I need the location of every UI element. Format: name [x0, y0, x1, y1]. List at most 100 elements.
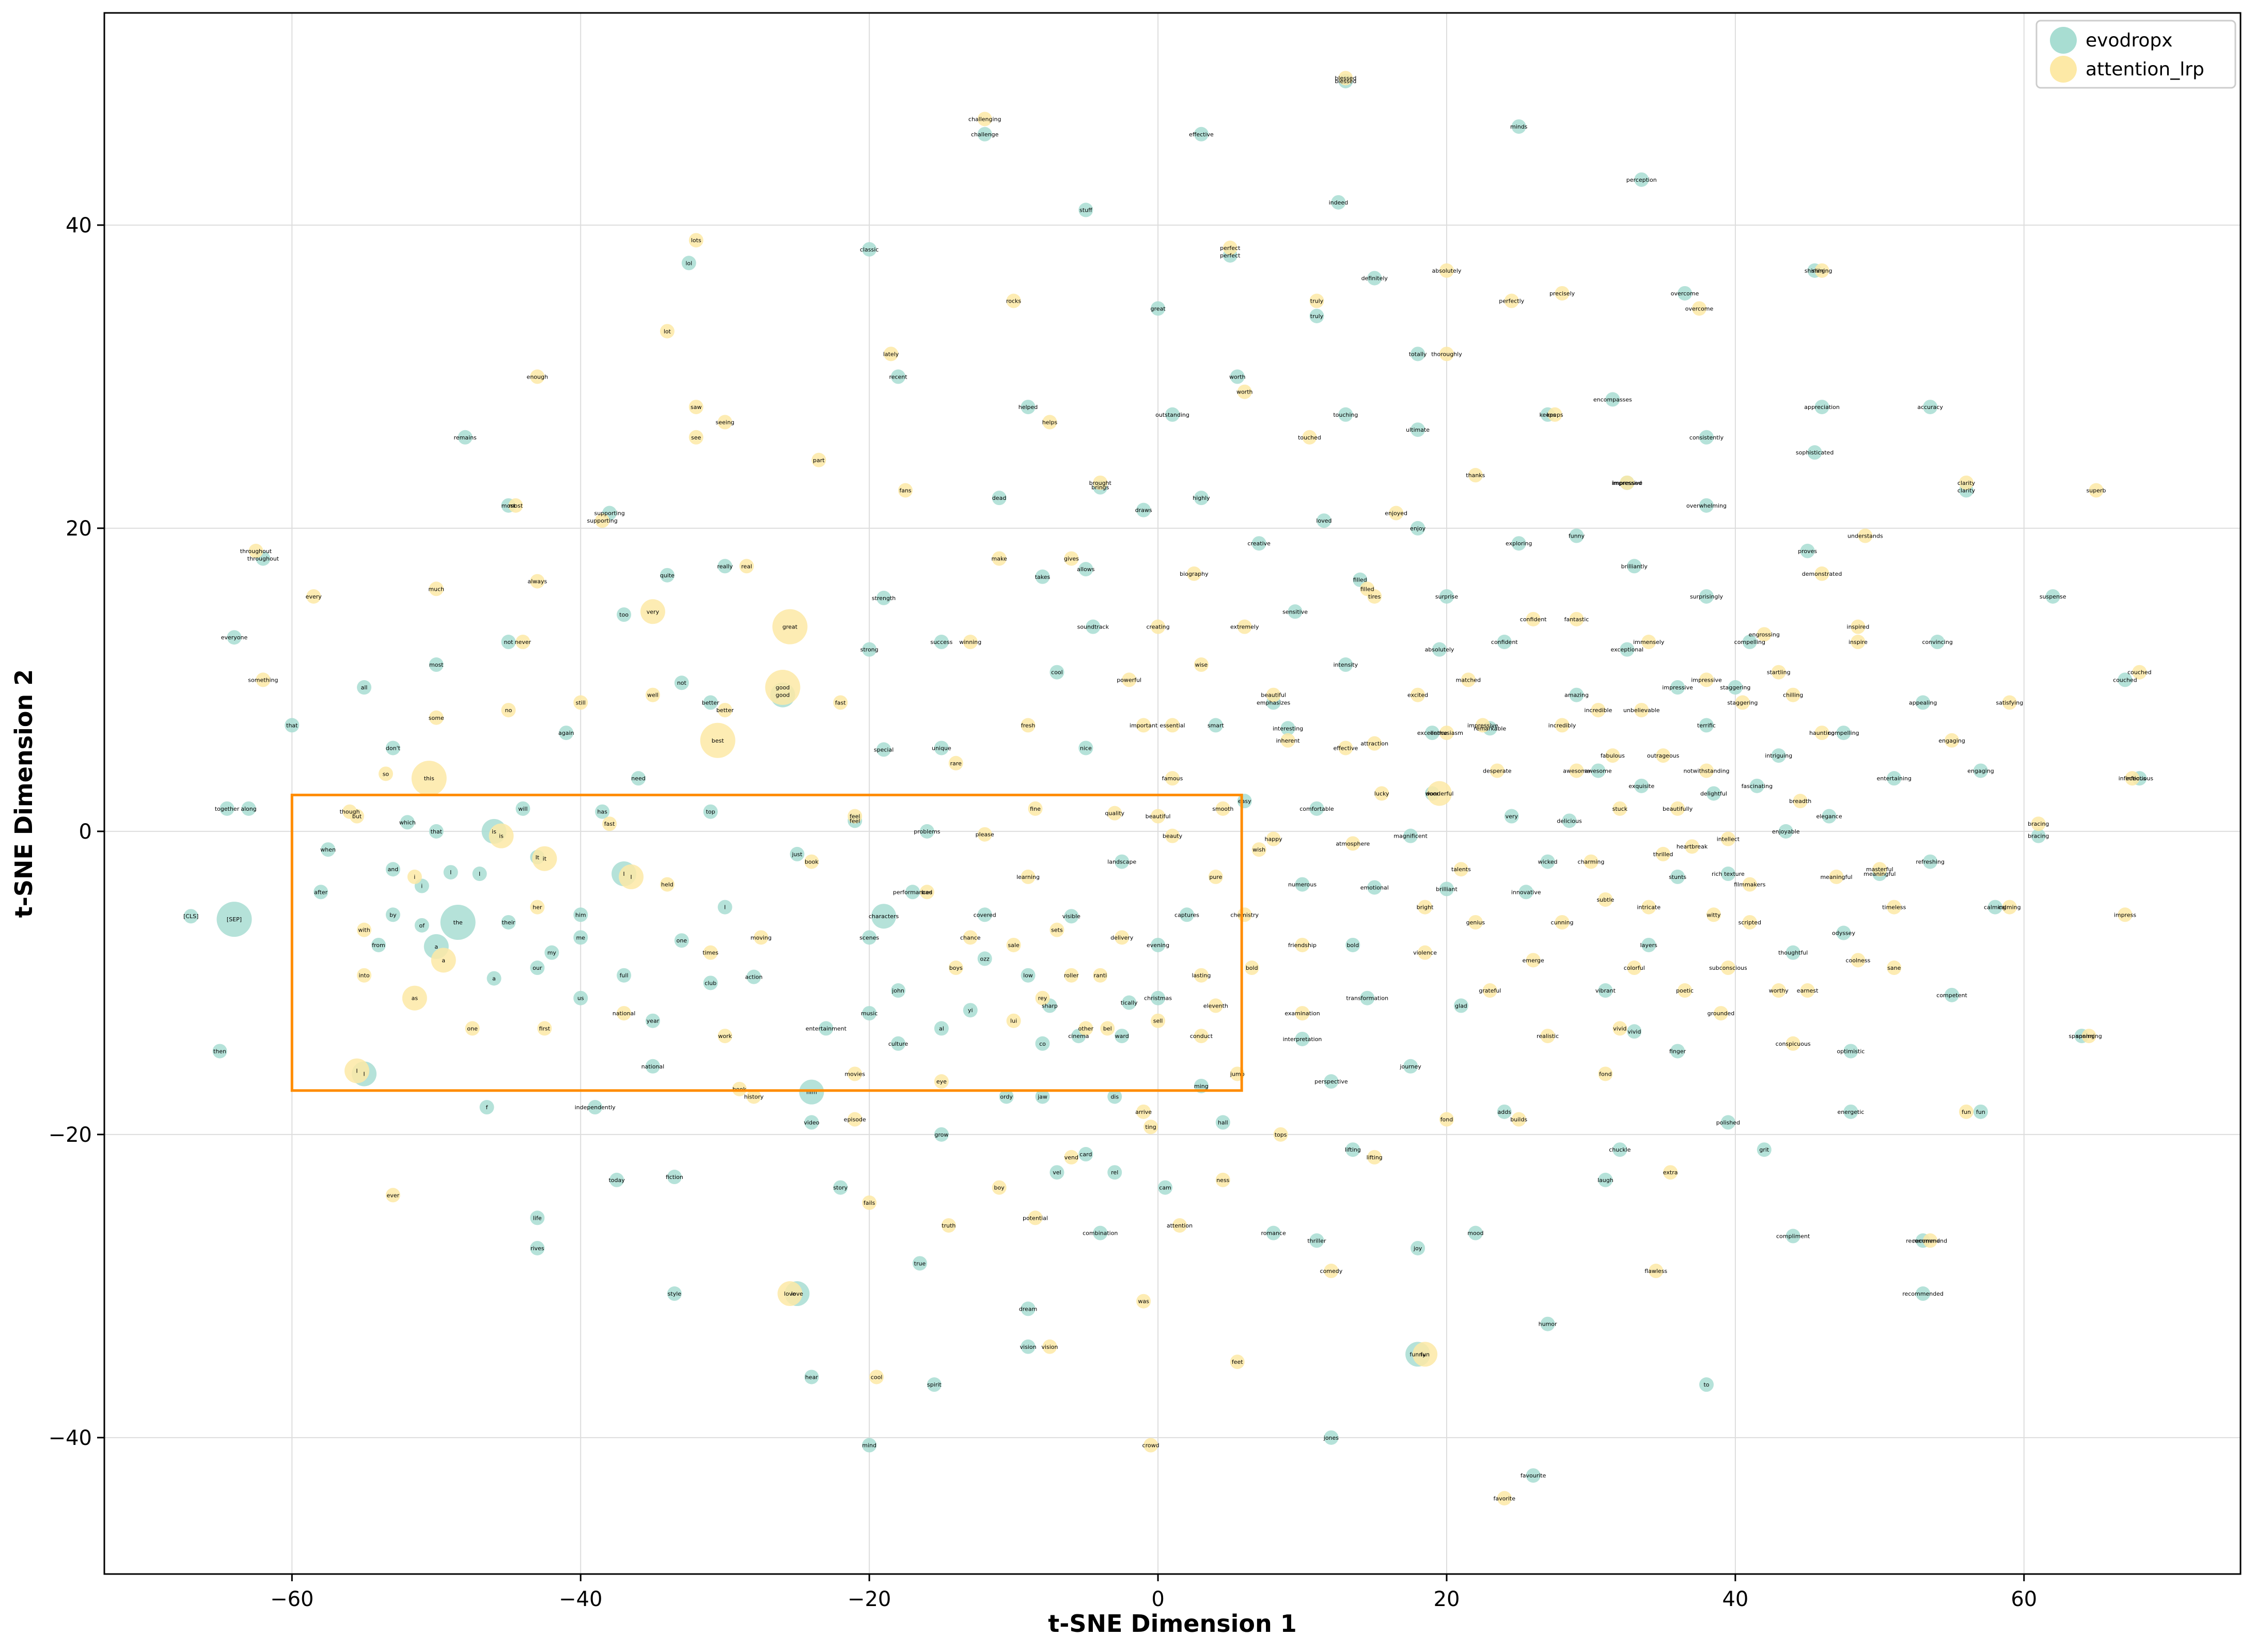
point-evodropx — [819, 1021, 834, 1036]
point-evodropx — [1699, 430, 1714, 445]
point-label-attention-lrp: inspire — [1848, 639, 1868, 646]
point-evodropx — [674, 675, 689, 690]
point-label-evodropx: takes — [1035, 574, 1051, 580]
point-attention-lrp — [1641, 900, 1656, 915]
point-label-evodropx: vision — [1020, 1344, 1037, 1350]
point-attention-lrp — [848, 1112, 863, 1127]
point-label-evodropx: fascinating — [1742, 783, 1773, 790]
point-label-evodropx: perception — [1626, 177, 1657, 183]
y-tick-label: −40 — [49, 1426, 92, 1450]
point-evodropx — [1324, 1430, 1339, 1445]
point-label-evodropx: jones — [1323, 1435, 1339, 1441]
point-label-attention-lrp: engaging — [1938, 737, 1965, 744]
point-label-evodropx: impressive — [1662, 684, 1693, 691]
point-label-evodropx: stuff — [1079, 207, 1092, 214]
point-attention-lrp — [1042, 415, 1057, 430]
point-label-evodropx: rives — [530, 1245, 544, 1252]
point-label-attention-lrp: national — [613, 1010, 636, 1017]
point-evodropx — [919, 824, 934, 839]
point-label-evodropx: landscape — [1107, 859, 1136, 866]
point-evodropx — [1598, 1172, 1613, 1187]
point-label-attention-lrp: understands — [1847, 533, 1883, 540]
point-label-attention-lrp: masterful — [1866, 866, 1893, 873]
point-attention-lrp — [350, 809, 365, 824]
point-label-attention-lrp: impressed — [1612, 480, 1642, 486]
point-label-evodropx: national — [641, 1063, 665, 1070]
point-label-evodropx: visible — [1062, 913, 1080, 920]
point-label-evodropx: excellence — [1417, 730, 1448, 736]
point-label-attention-lrp: timeless — [1882, 904, 1906, 911]
point-label-evodropx: together — [215, 806, 240, 812]
point-attention-lrp — [1367, 1150, 1382, 1165]
point-label-evodropx: and — [388, 866, 399, 873]
x-tick-label: 60 — [2011, 1587, 2037, 1611]
point-label-evodropx: polished — [1716, 1119, 1740, 1126]
point-label-attention-lrp: fine — [1030, 806, 1041, 812]
point-attention-lrp — [1569, 763, 1584, 778]
point-evodropx — [1641, 937, 1656, 952]
point-evodropx — [1569, 528, 1584, 543]
point-label-attention-lrp: creating — [1146, 624, 1169, 631]
point-attention-lrp — [344, 1058, 370, 1083]
point-evodropx — [1049, 1165, 1064, 1180]
point-evodropx — [617, 607, 632, 622]
point-evodropx — [1800, 543, 1815, 558]
point-attention-lrp — [2002, 695, 2017, 710]
point-evodropx — [183, 909, 198, 924]
point-attention-lrp — [411, 761, 447, 796]
point-label-evodropx: remarkable — [1474, 725, 1506, 732]
point-attention-lrp — [934, 1074, 949, 1089]
point-label-evodropx: layers — [1640, 942, 1658, 949]
point-label-attention-lrp: outrageous — [1647, 752, 1680, 759]
point-label-attention-lrp: cool — [871, 1374, 883, 1380]
point-evodropx — [1215, 1115, 1230, 1130]
point-label-attention-lrp: enthusiasm — [1430, 730, 1463, 736]
point-label-evodropx: just — [791, 851, 803, 858]
point-evodropx — [1136, 502, 1151, 517]
point-label-attention-lrp: extra — [1663, 1169, 1678, 1176]
point-label-evodropx: co — [1039, 1041, 1046, 1047]
point-evodropx — [501, 635, 516, 650]
point-label-attention-lrp: roller — [1064, 972, 1079, 979]
point-label-evodropx: minds — [1510, 123, 1528, 130]
point-label-attention-lrp: history — [744, 1093, 764, 1100]
point-attention-lrp — [532, 846, 557, 871]
point-label-attention-lrp: staggering — [1727, 699, 1758, 706]
point-label-evodropx: most — [502, 502, 516, 509]
point-attention-lrp — [306, 589, 321, 604]
point-evodropx — [1749, 778, 1764, 793]
point-label-evodropx: will — [518, 806, 527, 812]
point-attention-lrp — [1006, 937, 1021, 952]
point-label-evodropx: that — [286, 722, 298, 729]
point-evodropx — [1107, 1165, 1122, 1180]
point-label-attention-lrp: perfectly — [1499, 298, 1524, 305]
point-label-attention-lrp: tires — [1368, 593, 1381, 600]
point-label-attention-lrp: winning — [959, 639, 981, 646]
point-evodropx — [1923, 854, 1938, 869]
point-label-attention-lrp: colorful — [1624, 965, 1645, 971]
point-label-evodropx: worth — [1229, 373, 1246, 380]
point-label-attention-lrp: lifting — [1367, 1154, 1383, 1161]
point-evodropx — [1699, 1377, 1714, 1392]
point-label-evodropx: then — [213, 1048, 226, 1055]
point-evodropx — [1151, 301, 1166, 316]
point-label-evodropx: throughout — [247, 556, 279, 562]
point-attention-lrp — [248, 543, 263, 558]
point-label-attention-lrp: bracing — [2028, 821, 2049, 827]
point-attention-lrp — [869, 1370, 884, 1384]
point-label-evodropx: vibrant — [1595, 987, 1616, 994]
point-label-attention-lrp: immensely — [1633, 639, 1665, 646]
point-label-evodropx: tically — [1121, 1000, 1138, 1006]
point-label-evodropx: stunts — [1669, 874, 1686, 880]
point-evodropx — [1295, 877, 1310, 892]
point-evodropx — [1670, 869, 1685, 884]
point-label-attention-lrp: desperate — [1483, 767, 1512, 774]
point-attention-lrp — [1620, 475, 1635, 490]
point-label-attention-lrp: demonstrated — [1802, 571, 1842, 577]
point-attention-lrp — [407, 869, 422, 884]
point-label-attention-lrp: wise — [1195, 662, 1208, 668]
point-label-attention-lrp: beautifully — [1663, 806, 1693, 812]
point-label-attention-lrp: fans — [899, 487, 912, 494]
point-label-attention-lrp: charming — [1578, 859, 1605, 866]
point-label-attention-lrp: lately — [883, 351, 899, 357]
